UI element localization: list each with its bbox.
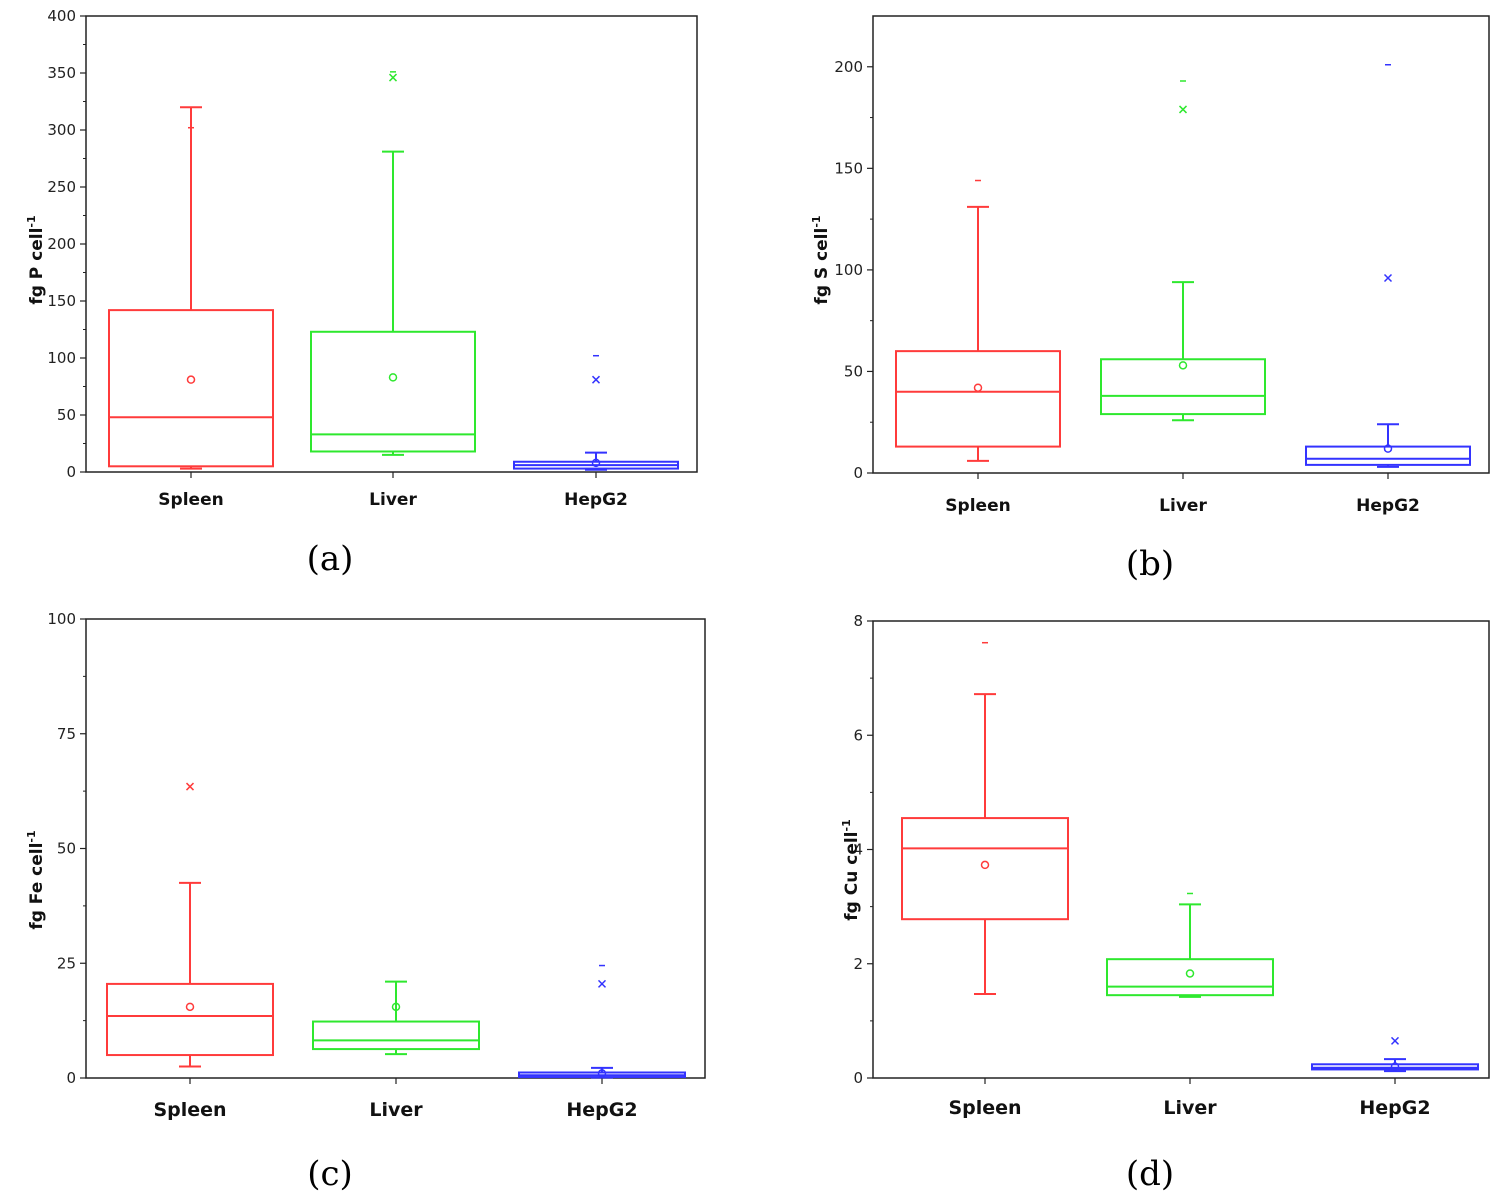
mean-marker (591, 458, 601, 468)
x-category-label: Liver (369, 490, 417, 510)
y-tick-label: 400 (47, 7, 76, 25)
box-hepg2 (1311, 1036, 1479, 1073)
y-tick-label: 200 (47, 235, 76, 253)
x-category-label: HepG2 (1356, 496, 1420, 516)
box-spleen (901, 641, 1069, 996)
plot-frame (872, 15, 1490, 474)
box-liver (312, 980, 480, 1056)
mean-marker (388, 373, 398, 382)
box-hepg2 (518, 964, 686, 1079)
y-tick-label: 50 (844, 362, 863, 380)
x-category-label: HepG2 (1359, 1097, 1430, 1119)
x-category-label: Liver (369, 1099, 423, 1121)
panel-caption: (d) (1126, 1154, 1174, 1194)
x-category-label: Liver (1159, 496, 1207, 516)
box-liver (1106, 892, 1274, 998)
box-hepg2 (513, 354, 679, 471)
outlier-x-marker (1390, 1036, 1400, 1045)
iqr-box (895, 350, 1061, 448)
y-tick-label: 6 (853, 726, 863, 744)
y-axis-label: fg Fe cell-1 (25, 830, 47, 929)
box-hepg2 (1305, 63, 1471, 468)
chart-panel-2: 0 50 100 150 200 Spleen Liver HepG2 fg S cell-1 (… (810, 15, 1490, 584)
outlier-x-marker (591, 375, 601, 384)
y-axis-label: fg S cell-1 (810, 215, 832, 304)
y-tick-label: 200 (834, 58, 863, 76)
y-axis-label: fg Cu cell-1 (840, 819, 862, 920)
iqr-box (1100, 358, 1266, 416)
y-tick-label: 0 (66, 1069, 76, 1087)
box-liver (1100, 80, 1266, 422)
y-tick-label: 100 (834, 261, 863, 279)
y-tick-label: 100 (47, 349, 76, 367)
mean-marker (1185, 969, 1195, 978)
y-axis-label: fg P cell-1 (25, 215, 47, 304)
y-tick-label: 8 (853, 612, 863, 630)
mean-marker (391, 1002, 401, 1012)
x-category-label: HepG2 (566, 1099, 637, 1121)
box-liver (310, 71, 476, 456)
y-tick-label: 350 (47, 64, 76, 82)
y-tick-label: 4 (853, 841, 863, 859)
iqr-box (901, 817, 1069, 921)
mean-marker (973, 383, 983, 392)
box-spleen (106, 782, 274, 1068)
x-category-label: HepG2 (564, 490, 628, 510)
x-category-label: Liver (1163, 1097, 1217, 1119)
y-tick-label: 25 (57, 954, 76, 972)
x-category-label: Spleen (948, 1097, 1021, 1119)
outlier-x-marker (388, 73, 398, 82)
iqr-box (106, 982, 274, 1057)
y-tick-label: 0 (853, 1069, 863, 1087)
mean-marker (186, 375, 196, 384)
y-tick-label: 0 (853, 464, 863, 482)
x-category-label: Spleen (945, 496, 1010, 516)
mean-marker (980, 860, 990, 870)
y-tick-label: 150 (834, 159, 863, 177)
x-category-label: Spleen (158, 490, 223, 510)
iqr-box (312, 1020, 480, 1051)
y-tick-label: 300 (47, 121, 76, 139)
mean-marker (185, 1002, 195, 1012)
iqr-box (310, 330, 476, 453)
iqr-box (1305, 445, 1471, 466)
outlier-x-marker (1383, 273, 1393, 283)
y-tick-label: 75 (57, 725, 76, 743)
panel-caption: (a) (307, 539, 354, 579)
y-tick-label: 250 (47, 178, 76, 196)
y-tick-label: 100 (47, 610, 76, 628)
y-tick-label: 50 (57, 840, 76, 858)
mean-marker (597, 1069, 607, 1078)
outlier-x-marker (1178, 105, 1188, 114)
mean-marker (1390, 1062, 1400, 1071)
box-spleen (108, 106, 274, 470)
outlier-x-marker (185, 782, 195, 791)
mean-marker (1383, 444, 1393, 453)
y-tick-label: 2 (853, 955, 863, 973)
y-tick-label: 50 (57, 406, 76, 424)
chart-panel-4: 0 2 4 6 8 Spleen Liver HepG2 fg Cu cell-1 (d) (840, 612, 1490, 1194)
x-category-label: Spleen (153, 1099, 226, 1121)
chart-panel-1: 0 50 100 150 200 250 300 350 400 Spleen Liver HepG2… (25, 7, 698, 579)
y-tick-label: 150 (47, 292, 76, 310)
panel-caption: (b) (1126, 544, 1174, 584)
outlier-x-marker (597, 979, 607, 988)
iqr-box (108, 309, 274, 468)
panel-caption: (c) (307, 1154, 353, 1194)
box-spleen (895, 179, 1061, 462)
y-tick-label: 0 (66, 463, 76, 481)
mean-marker (1178, 361, 1188, 370)
chart-panel-3: 0 25 50 75 100 Spleen Liver HepG2 fg Fe cell-1 (c… (25, 610, 706, 1194)
